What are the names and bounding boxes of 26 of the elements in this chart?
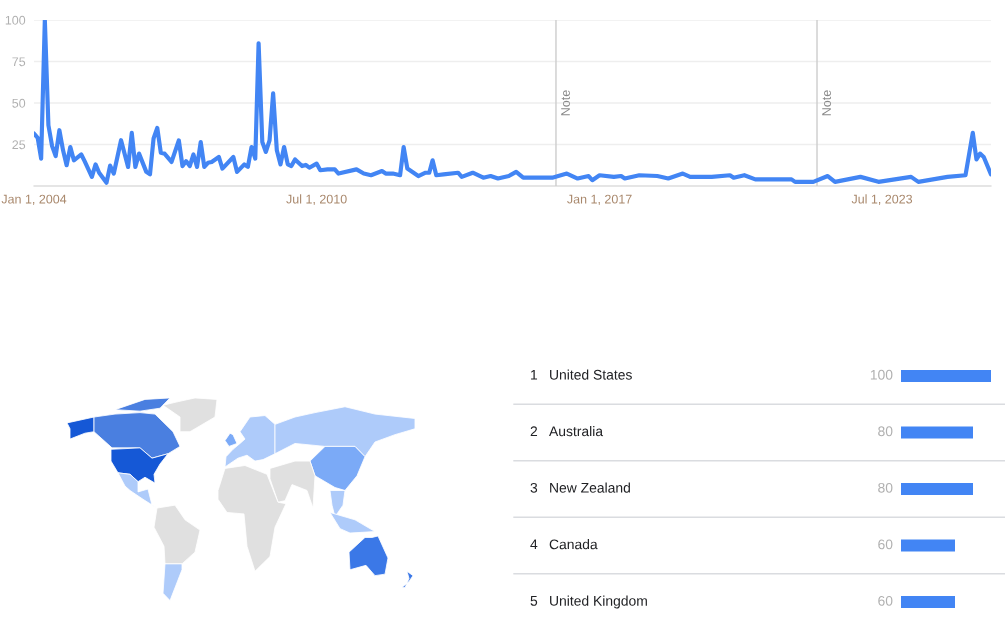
y-tick-label: 25	[12, 140, 26, 150]
category-label: Canada	[549, 539, 598, 550]
data-label: 100	[870, 369, 893, 380]
text: 5	[530, 596, 538, 606]
x-tick-label: Jan 1, 2017	[567, 194, 632, 205]
data-label: 80	[878, 482, 893, 493]
line-series	[34, 20, 991, 185]
text: 3	[530, 482, 538, 493]
ref-line-label: Note	[822, 90, 831, 116]
category-label: Australia	[549, 426, 604, 437]
text: 4	[530, 539, 538, 550]
category-label: New Zealand	[550, 482, 630, 493]
data-label: 80	[878, 426, 893, 437]
x-tick-label: Jul 1, 2023	[851, 194, 913, 205]
y-tick-label: 75	[12, 57, 26, 67]
y-tick-label: 100	[5, 15, 26, 25]
y-tick-label: 50	[12, 98, 26, 108]
data-label: 60	[878, 595, 893, 606]
text: 1	[531, 369, 538, 380]
category-label: United States	[550, 369, 632, 380]
x-tick-label: Jul 1, 2010	[286, 194, 347, 205]
ref-line-label: Note	[561, 90, 570, 116]
text: 2	[530, 426, 538, 437]
category-label: United Kingdom	[550, 595, 647, 609]
x-tick-label: Jan 1, 2004	[1, 194, 67, 205]
data-label: 60	[878, 539, 893, 550]
